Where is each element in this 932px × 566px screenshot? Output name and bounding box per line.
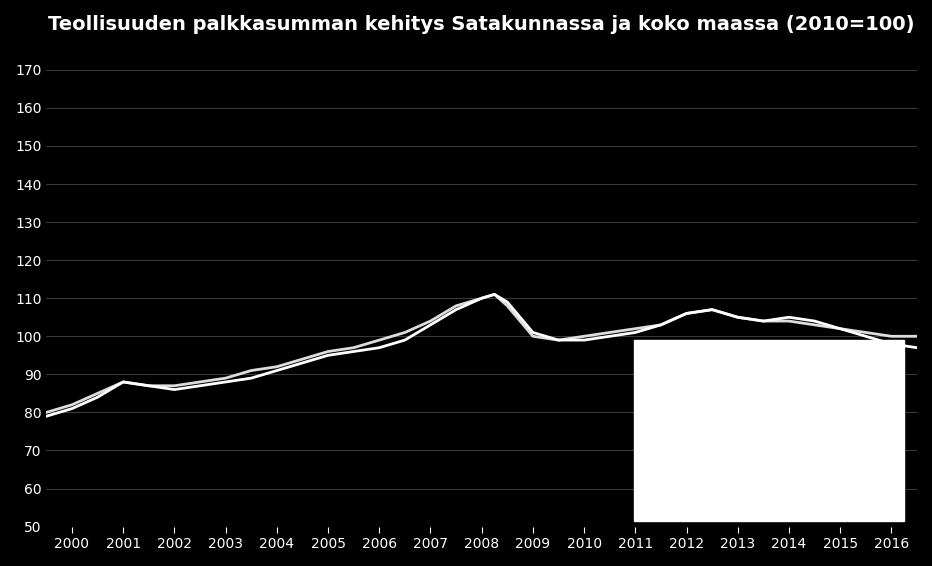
- Title: Teollisuuden palkkasumman kehitys Satakunnassa ja koko maassa (2010=100): Teollisuuden palkkasumman kehitys Sataku…: [48, 15, 915, 34]
- Legend: Satakunta, Koko maa: Satakunta, Koko maa: [755, 443, 893, 510]
